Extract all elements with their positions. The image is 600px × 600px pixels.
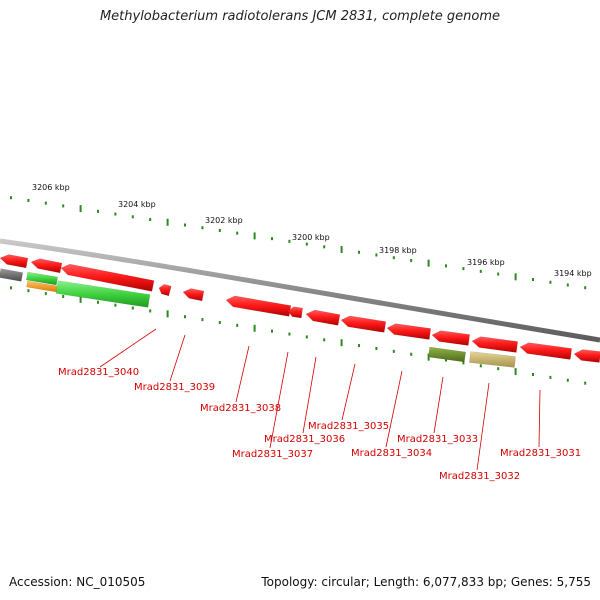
gene-features <box>0 254 600 368</box>
scale-ticks-upper <box>10 196 587 290</box>
gene-feature <box>0 254 29 269</box>
scale-label: 3202 kbp <box>205 216 243 225</box>
gene-feature <box>519 342 573 360</box>
scale-label: 3204 kbp <box>118 200 156 209</box>
gene-label[interactable]: Mrad2831_3036 <box>264 434 345 445</box>
gene-feature <box>573 349 600 363</box>
gene-leader-line <box>385 370 403 448</box>
gene-leader-lines <box>99 328 541 471</box>
gene-feature <box>431 330 471 346</box>
gene-feature <box>340 315 387 333</box>
gene-label[interactable]: Mrad2831_3032 <box>439 471 520 482</box>
scale-label: 3194 kbp <box>554 269 592 278</box>
gene-leader-line <box>99 328 157 368</box>
scale-labels: 3206 kbp 3204 kbp 3202 kbp 3200 kbp 3198 kbp… <box>32 183 592 278</box>
genome-backbone <box>0 238 600 343</box>
gene-feature <box>305 309 341 326</box>
gene-leader-line <box>302 356 317 434</box>
scale-label: 3200 kbp <box>292 233 330 242</box>
gene-label[interactable]: Mrad2831_3035 <box>308 421 389 432</box>
gene-leader-line <box>538 389 541 448</box>
gene-leader-line <box>341 363 356 421</box>
gene-feature <box>60 263 155 292</box>
gene-leader-line <box>235 345 250 403</box>
gene-label[interactable]: Mrad2831_3033 <box>397 434 478 445</box>
gene-leader-line <box>269 351 289 449</box>
gene-label[interactable]: Mrad2831_3037 <box>232 449 313 460</box>
gene-labels: Mrad2831_3040 Mrad2831_3039 Mrad2831_3038 M… <box>58 367 581 482</box>
gene-feature-gray <box>0 268 24 282</box>
gene-feature <box>471 336 519 353</box>
gene-label[interactable]: Mrad2831_3039 <box>134 382 215 393</box>
gene-feature-green <box>26 271 58 286</box>
gene-feature-olive <box>428 346 466 363</box>
scale-label: 3198 kbp <box>379 246 417 255</box>
genome-summary-text: Topology: circular; Length: 6,077,833 bp… <box>261 575 591 589</box>
gene-feature <box>225 295 292 317</box>
gene-feature <box>182 288 205 302</box>
gene-label[interactable]: Mrad2831_3031 <box>500 448 581 459</box>
gene-leader-line <box>433 376 444 434</box>
gene-leader-line <box>169 334 186 382</box>
gene-label[interactable]: Mrad2831_3034 <box>351 448 432 459</box>
gene-feature <box>386 323 432 340</box>
gene-feature <box>287 306 303 319</box>
genome-title: Methylobacterium radiotolerans JCM 2831,… <box>99 9 501 24</box>
accession-text: Accession: NC_010505 <box>9 575 146 589</box>
gene-feature-green <box>55 280 151 308</box>
scale-label: 3196 kbp <box>467 258 505 267</box>
gene-label[interactable]: Mrad2831_3040 <box>58 367 139 378</box>
gene-feature <box>30 258 63 274</box>
gene-leader-line <box>476 382 490 471</box>
gene-feature-khaki <box>469 351 516 368</box>
gene-feature <box>158 283 172 297</box>
scale-label: 3206 kbp <box>32 183 70 192</box>
gene-label[interactable]: Mrad2831_3038 <box>200 403 281 414</box>
